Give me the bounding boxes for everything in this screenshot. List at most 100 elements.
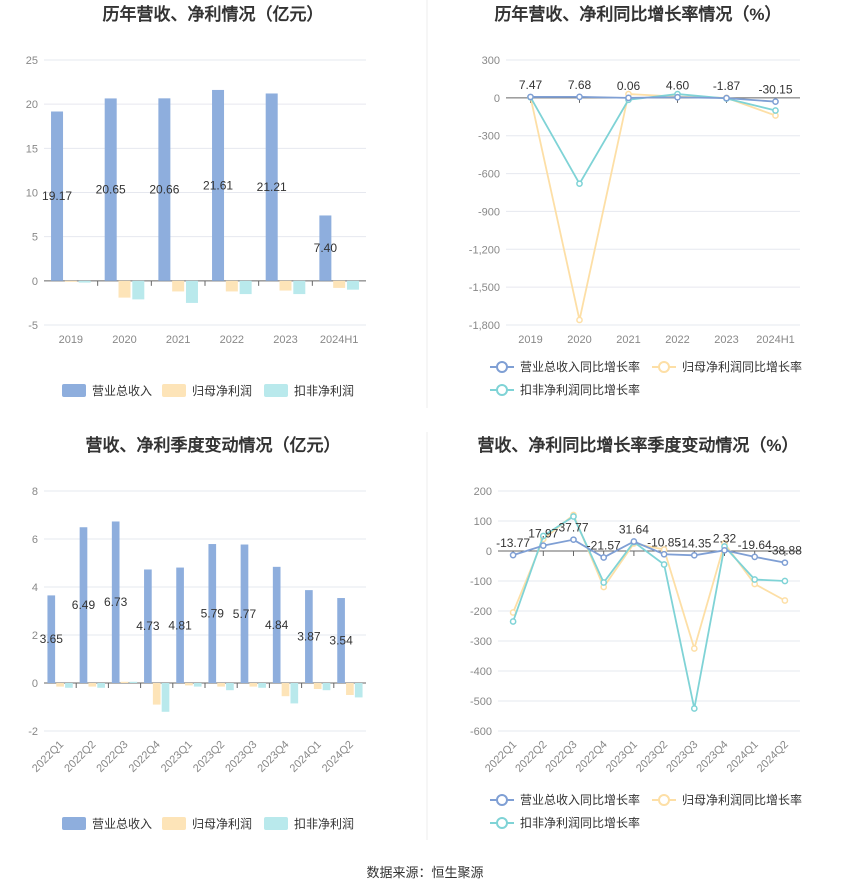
bar-扣非净利润 — [258, 683, 266, 688]
point-营业总收入同比增长率 — [781, 559, 789, 567]
bar-营业总收入 — [265, 93, 278, 281]
bar-扣非净利润 — [193, 683, 202, 687]
y-tick-label: 2 — [32, 630, 38, 642]
point-扣非净利润同比增长率 — [600, 579, 608, 586]
bar-归母净利润 — [281, 683, 290, 697]
legend-label: 归母净利润同比增长率 — [682, 792, 802, 807]
point-value-label: 7.47 — [519, 78, 543, 92]
bar-value-label: 3.54 — [329, 634, 353, 648]
x-tick-label: 2024Q1 — [725, 739, 761, 775]
x-tick-label: 2024H1 — [320, 334, 359, 346]
bar-归母净利润 — [172, 280, 185, 292]
legend-label: 扣非净利润 — [294, 384, 354, 398]
y-tick-label: -1,200 — [469, 244, 500, 256]
bar-营业总收入 — [79, 527, 88, 683]
y-tick-label: 0 — [32, 678, 38, 690]
point-营业总收入同比增长率 — [772, 98, 779, 106]
point-value-label: 17.97 — [528, 527, 558, 541]
legend-label: 营业总收入 — [92, 384, 152, 398]
legend-item[interactable]: 营业总收入同比增长率 — [490, 359, 640, 374]
y-tick-label: 200 — [474, 486, 492, 498]
legend-item[interactable]: 归母净利润 — [162, 384, 252, 398]
point-营业总收入同比增长率 — [576, 93, 583, 101]
bar-营业总收入 — [337, 598, 345, 683]
point-扣非净利润同比增长率 — [509, 618, 517, 625]
y-tick-label: 4 — [32, 582, 38, 594]
legend-label: 归母净利润 — [192, 817, 252, 831]
chart-title: 营收、净利季度变动情况（亿元） — [86, 435, 341, 455]
legend-label: 营业总收入同比增长率 — [520, 359, 640, 374]
legend-item[interactable]: 营业总收入 — [62, 817, 152, 831]
y-tick-label: 5 — [32, 232, 38, 244]
legend-marker — [658, 361, 670, 373]
x-tick-label: 2024H1 — [756, 334, 795, 346]
bar-扣非净利润 — [97, 683, 105, 688]
bar-归母净利润 — [120, 681, 129, 683]
y-tick-label: -2 — [28, 726, 38, 738]
x-tick-label: 2023 — [714, 334, 738, 346]
point-营业总收入同比增长率 — [690, 551, 698, 559]
legend-marker — [496, 794, 508, 806]
bar-value-label: 6.49 — [72, 598, 96, 612]
legend-item[interactable]: 营业总收入 — [62, 384, 152, 398]
x-tick-label: 2023Q4 — [255, 739, 291, 775]
point-营业总收入同比增长率 — [625, 94, 632, 102]
y-tick-label: -5 — [28, 320, 38, 332]
y-tick-label: 20 — [26, 99, 38, 111]
bar-营业总收入 — [305, 590, 313, 683]
bar-归母净利润 — [225, 280, 238, 292]
y-tick-label: -300 — [470, 636, 492, 648]
bar-营业总收入 — [176, 567, 184, 683]
x-tick-label: 2022Q4 — [574, 739, 610, 775]
legend-item[interactable]: 归母净利润同比增长率 — [652, 359, 802, 374]
point-value-label: -30.15 — [758, 83, 792, 97]
line-营业总收入同比增长率 — [512, 538, 786, 564]
point-归母净利润同比增长率 — [690, 645, 698, 652]
bar-归母净利润 — [346, 683, 354, 695]
legend-swatch — [264, 817, 288, 830]
legend-item[interactable]: 归母净利润 — [162, 817, 252, 831]
bar-value-label: 21.61 — [203, 178, 233, 192]
annual-revenue-profit-bar-chart: 历年营收、净利情况（亿元） -5 0 5 10 15 20 25 2019 2020 2021 202… — [26, 4, 366, 398]
legend-swatch — [162, 384, 186, 397]
x-tick-label: 2023Q3 — [664, 739, 700, 775]
bar-营业总收入 — [51, 111, 64, 281]
bar-扣非净利润 — [161, 683, 170, 712]
chart-title: 营收、净利同比增长率季度变动情况（%） — [477, 435, 798, 455]
legend-label: 营业总收入同比增长率 — [520, 792, 640, 807]
x-tick-label: 2023Q1 — [159, 739, 195, 775]
legend-swatch — [62, 384, 86, 397]
bar-归母净利润 — [56, 683, 64, 687]
quarterly-growth-rate-line-chart: 营收、净利同比增长率季度变动情况（%） 200 100 0 -100 -200 -300 -4… — [470, 435, 802, 830]
bar-营业总收入 — [104, 98, 117, 281]
bar-营业总收入 — [47, 595, 56, 683]
y-tick-label: -600 — [478, 169, 500, 181]
x-tick-label: 2022Q3 — [94, 739, 130, 775]
point-营业总收入同比增长率 — [600, 554, 608, 561]
legend-item[interactable]: 扣非净利润同比增长率 — [490, 382, 640, 397]
legend-item[interactable]: 归母净利润同比增长率 — [652, 792, 802, 807]
legend-marker — [496, 384, 508, 396]
point-扣非净利润同比增长率 — [772, 107, 779, 114]
bar-归母净利润 — [313, 683, 322, 689]
x-tick-label: 2023Q1 — [604, 739, 640, 775]
y-tick-label: -600 — [470, 726, 492, 738]
chart-title: 历年营收、净利同比增长率情况（%） — [494, 4, 781, 24]
legend-item[interactable]: 扣非净利润同比增长率 — [490, 815, 640, 830]
x-tick-label: 2024Q1 — [288, 739, 324, 775]
x-tick-label: 2021 — [616, 334, 640, 346]
line-归母净利润同比增长率 — [529, 93, 776, 321]
bar-value-label: 4.84 — [265, 618, 289, 632]
point-value-label: -21.57 — [587, 538, 621, 552]
bar-扣非净利润 — [354, 683, 363, 698]
point-扣非净利润同比增长率 — [570, 513, 577, 520]
point-归母净利润同比增长率 — [576, 316, 583, 324]
point-value-label: -10.85 — [647, 535, 681, 549]
legend-item[interactable]: 扣非净利润 — [264, 817, 354, 831]
legend-item[interactable]: 营业总收入同比增长率 — [490, 792, 640, 807]
legend-item[interactable]: 扣非净利润 — [264, 384, 354, 398]
line-扣非净利润同比增长率 — [512, 515, 785, 709]
point-value-label: -38.88 — [768, 544, 802, 558]
bar-营业总收入 — [158, 98, 171, 281]
bar-归母净利润 — [333, 280, 346, 288]
